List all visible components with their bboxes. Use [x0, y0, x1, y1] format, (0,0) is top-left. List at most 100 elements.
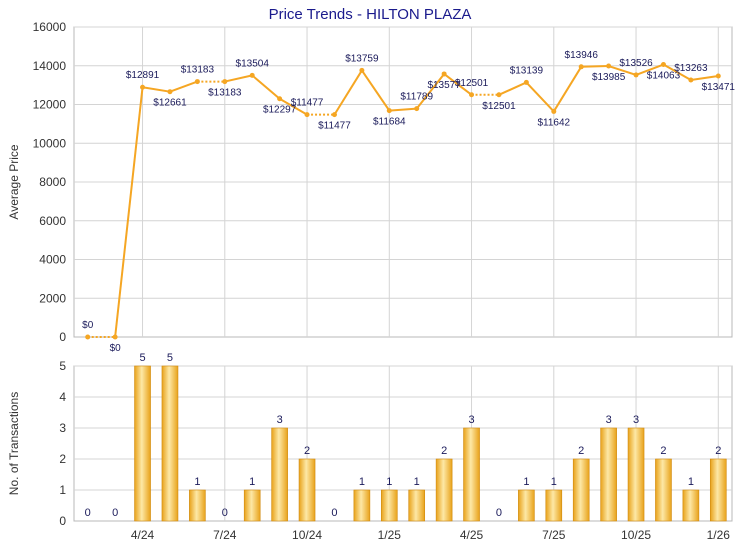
price-y-tick-label: 12000: [33, 98, 67, 112]
price-line-segment: [552, 66, 583, 112]
price-y-tick-label: 14000: [33, 59, 67, 73]
transaction-bar-label: 0: [112, 507, 118, 519]
price-line-segment: [333, 69, 363, 116]
price-line-segment: [498, 81, 527, 96]
transaction-bar: [408, 489, 426, 522]
price-line-segment: [279, 97, 308, 116]
transaction-bar-label: 2: [578, 445, 584, 457]
transaction-bar: [243, 489, 261, 522]
price-point: [578, 64, 584, 70]
price-data-label: $12501: [455, 78, 489, 89]
price-point: [112, 334, 118, 340]
price-data-label: $13471: [702, 82, 736, 93]
price-line-segment: [662, 63, 692, 81]
price-point: [359, 67, 365, 73]
x-tick-label: 4/25: [460, 528, 484, 542]
price-point: [222, 79, 228, 85]
transaction-bar-label: 5: [139, 352, 145, 364]
price-point: [414, 106, 420, 112]
transactions-panel: 0 1 2 3 4 5 No. of Transactions 0 0 5 5 1 0 1 3 2 0 1 1 1 2 3…: [7, 352, 733, 542]
price-y-tick-label: 10000: [33, 136, 67, 150]
x-tick-label: 1/25: [378, 528, 402, 542]
transaction-bar-label: 3: [277, 414, 283, 426]
price-y-tick-label: 2000: [39, 291, 66, 305]
transaction-bar-label: 2: [660, 445, 666, 457]
transaction-bar: [627, 427, 645, 522]
price-line-segment: [608, 65, 637, 76]
price-y-tick-label: 8000: [39, 175, 66, 189]
transactions-y-tick-label: 2: [59, 452, 66, 466]
x-tick-label: 10/25: [621, 528, 651, 542]
transaction-bar: [189, 489, 206, 522]
price-line-segment: [443, 73, 473, 96]
transaction-bar: [435, 458, 453, 522]
transaction-bar-label: 1: [523, 476, 529, 488]
transactions-y-tick-label: 4: [59, 390, 66, 404]
transaction-bar-label: 1: [386, 476, 392, 488]
transaction-bar-label: 1: [414, 476, 420, 488]
price-panel: 0 2000 4000 6000 8000 10000 12000 14000 16000 Ave…: [7, 20, 735, 354]
transactions-y-axis-label: No. of Transactions: [7, 392, 21, 495]
price-line-segment: [251, 74, 281, 100]
transaction-bar-label: 1: [688, 476, 694, 488]
price-point: [523, 79, 529, 85]
chart-title: Price Trends - HILTON PLAZA: [268, 6, 472, 23]
price-line-segment: [581, 65, 609, 68]
transactions-y-tick-label: 5: [59, 359, 66, 373]
transaction-bar: [600, 427, 617, 522]
price-data-label: $12661: [153, 98, 187, 109]
price-data-label: $11789: [400, 92, 433, 103]
price-data-label: $0: [110, 343, 122, 354]
price-line-segment: [690, 75, 719, 82]
transaction-bar-label: 0: [85, 507, 91, 519]
price-data-label: $13526: [619, 58, 653, 69]
price-line-segment: [415, 73, 445, 110]
price-point: [633, 72, 639, 78]
transaction-bar-label: 2: [715, 445, 721, 457]
transaction-bar: [709, 458, 727, 522]
price-point: [304, 112, 310, 118]
price-data-label: $13946: [565, 50, 599, 61]
transaction-bar: [271, 427, 288, 522]
price-point: [551, 108, 557, 114]
price-data-label: $11684: [373, 117, 406, 128]
x-tick-label: 1/26: [707, 528, 731, 542]
price-data-label: $11477: [291, 98, 324, 109]
transaction-bar: [545, 489, 563, 522]
price-line-segment: [361, 69, 391, 112]
transactions-y-tick-label: 0: [59, 514, 66, 528]
price-line-segment: [224, 74, 253, 83]
price-point: [249, 72, 255, 78]
price-data-label: $14063: [647, 71, 681, 82]
x-tick-label: 10/24: [292, 528, 322, 542]
transaction-bar-label: 3: [468, 414, 474, 426]
price-point: [331, 112, 337, 118]
price-line-segment: [635, 63, 664, 76]
transaction-bar: [518, 489, 535, 522]
price-line-segment: [169, 80, 198, 93]
transaction-bar-label: 0: [331, 507, 337, 519]
price-data-label: $12891: [126, 70, 160, 81]
price-y-tick-label: 0: [59, 330, 66, 344]
transaction-bar-label: 3: [633, 414, 639, 426]
price-line-segment: [525, 81, 555, 113]
transactions-y-tick-label: 1: [59, 483, 66, 497]
price-data-label: $13139: [510, 65, 544, 76]
price-data-label: $13759: [345, 53, 379, 64]
price-point: [167, 89, 173, 95]
price-y-tick-label: 6000: [39, 214, 66, 228]
transaction-bar-label: 2: [441, 445, 447, 457]
transaction-bar: [134, 365, 151, 522]
x-tick-label: 4/24: [131, 528, 155, 542]
transaction-bar: [353, 489, 371, 522]
transaction-bar-label: 3: [606, 414, 612, 426]
price-data-label: $13504: [236, 58, 270, 69]
price-point: [277, 96, 283, 102]
transaction-bar-label: 1: [249, 476, 255, 488]
transaction-bar-label: 1: [194, 476, 200, 488]
transaction-bar-label: 5: [167, 352, 173, 364]
price-data-label: $12501: [482, 101, 516, 112]
price-point: [606, 63, 612, 69]
